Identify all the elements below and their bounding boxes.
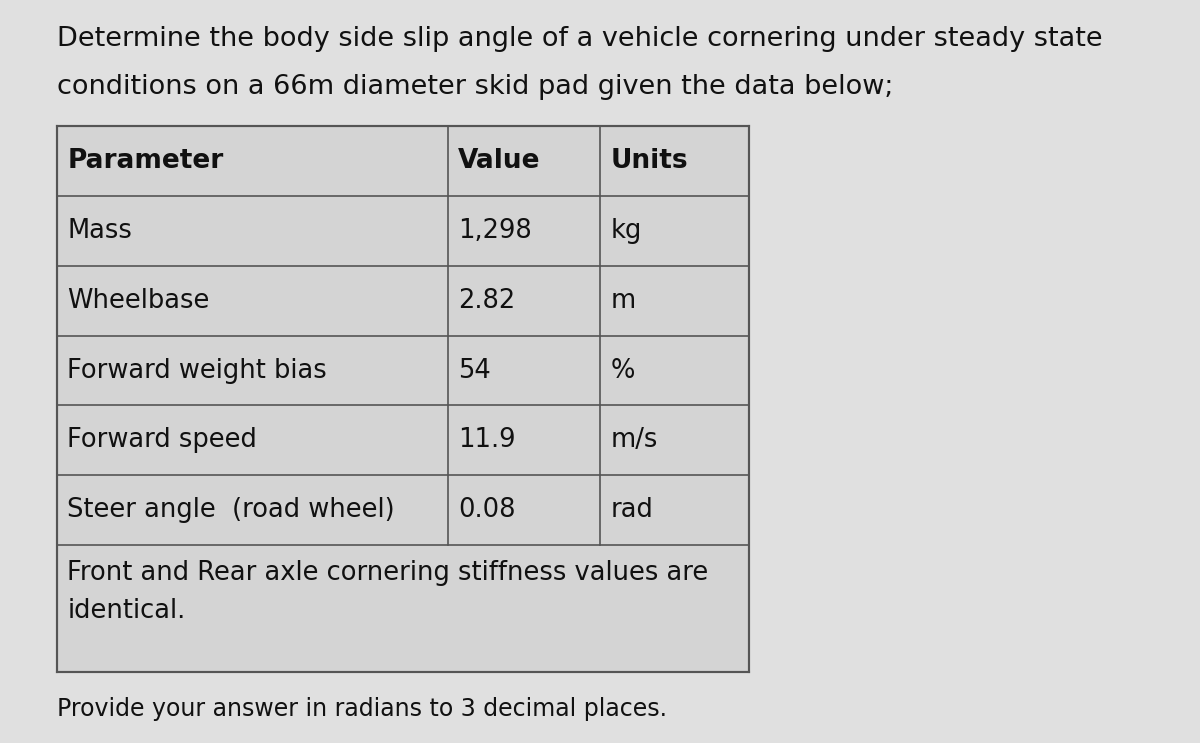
Text: 0.08: 0.08: [458, 497, 516, 523]
Text: Mass: Mass: [67, 218, 132, 244]
Text: kg: kg: [611, 218, 642, 244]
Text: Steer angle  (road wheel): Steer angle (road wheel): [67, 497, 395, 523]
Text: Forward speed: Forward speed: [67, 427, 257, 453]
Text: rad: rad: [611, 497, 654, 523]
Text: Units: Units: [611, 148, 689, 174]
Text: 54: 54: [458, 357, 491, 383]
Text: %: %: [611, 357, 635, 383]
Text: Provide your answer in radians to 3 decimal places.: Provide your answer in radians to 3 deci…: [56, 697, 667, 721]
Text: 2.82: 2.82: [458, 288, 516, 314]
Text: m: m: [611, 288, 636, 314]
Text: Front and Rear axle cornering stiffness values are
identical.: Front and Rear axle cornering stiffness …: [67, 560, 708, 624]
Text: conditions on a 66m diameter skid pad given the data below;: conditions on a 66m diameter skid pad gi…: [56, 74, 893, 100]
Text: Value: Value: [458, 148, 541, 174]
Text: Determine the body side slip angle of a vehicle cornering under steady state: Determine the body side slip angle of a …: [56, 26, 1103, 52]
Text: 11.9: 11.9: [458, 427, 516, 453]
Text: Forward weight bias: Forward weight bias: [67, 357, 326, 383]
Text: 1,298: 1,298: [458, 218, 532, 244]
Text: Wheelbase: Wheelbase: [67, 288, 210, 314]
Text: m/s: m/s: [611, 427, 658, 453]
Text: Parameter: Parameter: [67, 148, 223, 174]
FancyBboxPatch shape: [56, 126, 749, 672]
